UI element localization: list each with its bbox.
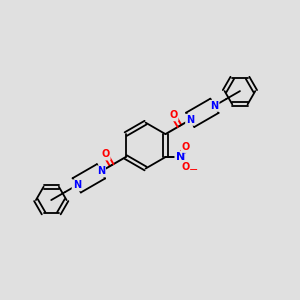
Text: N: N: [186, 115, 194, 125]
Text: O: O: [182, 162, 190, 172]
Text: O: O: [101, 149, 110, 160]
Text: N: N: [73, 180, 81, 190]
Text: −: −: [189, 165, 198, 175]
Text: N: N: [210, 101, 218, 111]
Text: O: O: [169, 110, 177, 120]
Text: N: N: [176, 152, 185, 162]
Text: +: +: [182, 149, 188, 155]
Text: O: O: [182, 142, 190, 152]
Text: N: N: [97, 166, 105, 176]
